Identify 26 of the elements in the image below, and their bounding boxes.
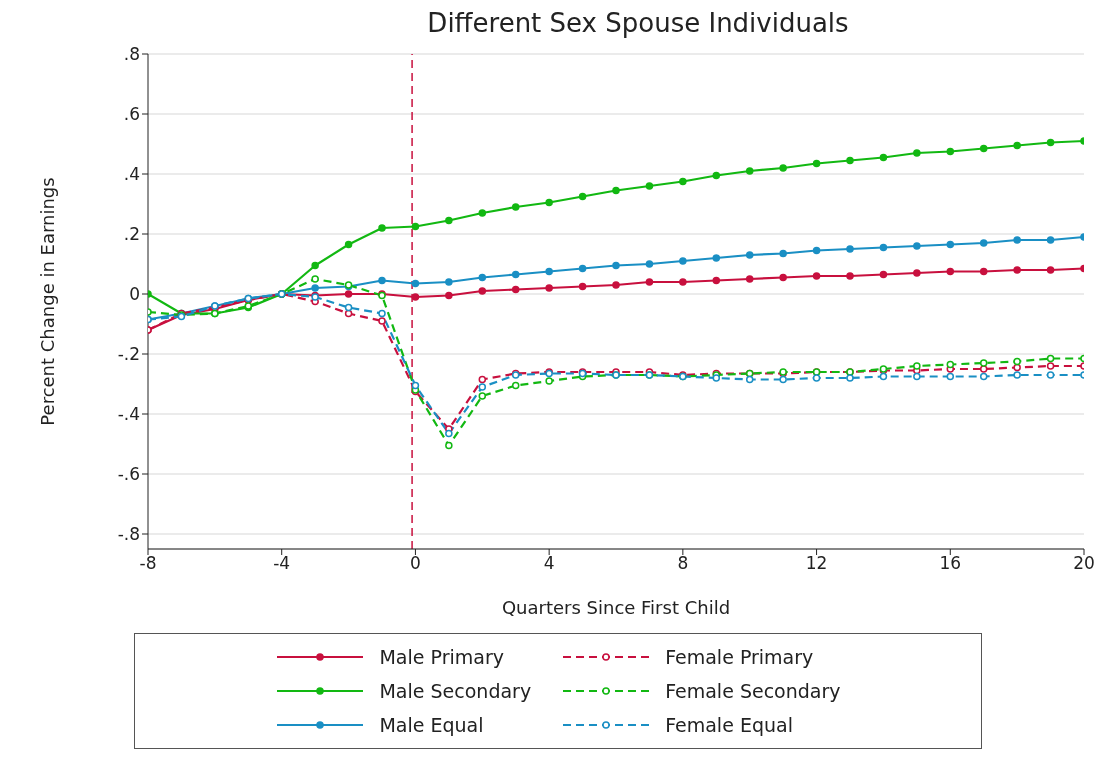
legend-label: Male Secondary: [379, 680, 532, 702]
legend-label: Female Primary: [665, 646, 814, 668]
y-tick-label: -.2: [117, 344, 140, 365]
y-tick-label: 0: [129, 284, 140, 305]
legend-label: Female Secondary: [665, 680, 841, 702]
x-axis-title: Quarters Since First Child: [501, 597, 731, 618]
legend-label: Female Equal: [665, 714, 793, 736]
x-tick-label: 0: [410, 553, 421, 574]
y-tick-label: .6: [123, 104, 140, 125]
x-tick-label: 8: [677, 553, 689, 574]
y-tick-label: .8: [123, 44, 140, 65]
x-tick-label: 16: [939, 553, 962, 574]
x-tick-label: 4: [543, 553, 555, 574]
x-tick-label: -8: [139, 553, 157, 574]
legend-label: Male Equal: [379, 714, 484, 736]
legend-label: Male Primary: [379, 646, 504, 668]
y-axis-title: Percent Change in Earnings: [37, 177, 59, 426]
y-tick-label: .4: [123, 164, 140, 185]
x-tick-label: -4: [273, 553, 291, 574]
y-tick-label: .2: [123, 224, 140, 245]
y-tick-label: -.4: [117, 404, 140, 425]
x-tick-label: 12: [805, 553, 828, 574]
chart-title: Different Sex Spouse Individuals: [426, 8, 850, 40]
y-tick-label: -.6: [117, 464, 140, 485]
x-tick-label: 20: [1073, 553, 1095, 574]
y-tick-label: -.8: [117, 524, 140, 545]
